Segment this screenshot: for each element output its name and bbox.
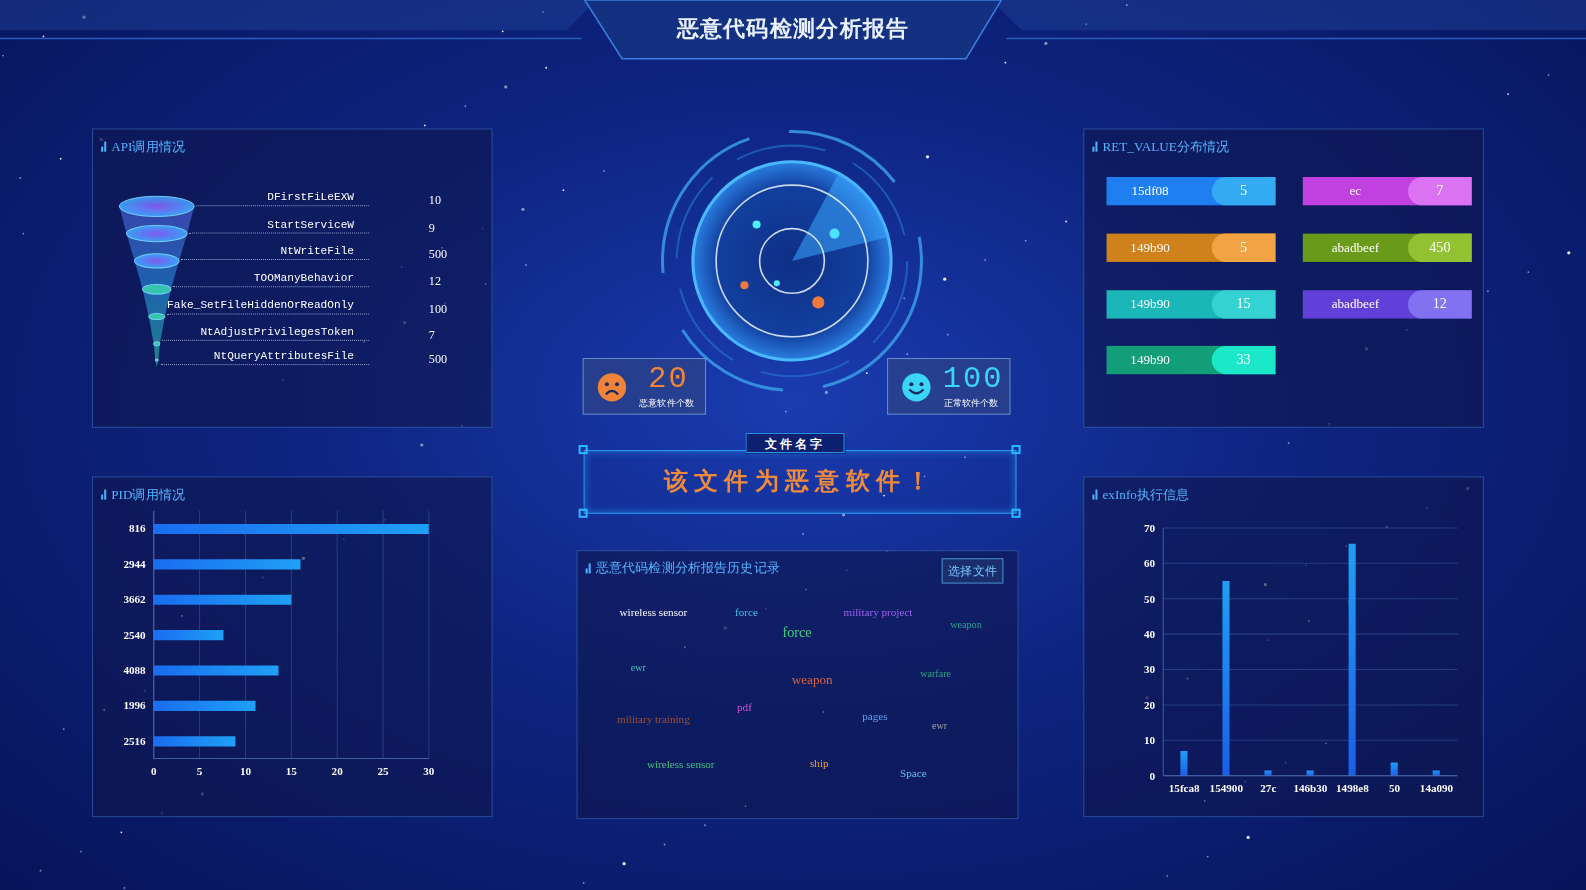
html-text:20: 20 xyxy=(648,362,689,397)
svg-text:20: 20 xyxy=(332,765,344,777)
svg-text:1498e8: 1498e8 xyxy=(1336,782,1369,794)
svg-text:816: 816 xyxy=(129,522,146,534)
svg-text:146b30: 146b30 xyxy=(1293,782,1327,794)
html-text:500: 500 xyxy=(428,246,448,261)
html-text:选择文件: 选择文件 xyxy=(948,564,997,579)
svg-text:50: 50 xyxy=(1389,782,1401,794)
html-text:pdf: pdf xyxy=(737,700,752,713)
html-text:15: 15 xyxy=(1236,296,1251,312)
html-text:5: 5 xyxy=(1240,183,1248,199)
html-text:TOOManyBehavior: TOOManyBehavior xyxy=(253,272,354,285)
html-text:military project: military project xyxy=(843,605,913,618)
html-text:ship: ship xyxy=(810,756,829,769)
html-text:500: 500 xyxy=(428,352,448,367)
html-text:API调用情况: API调用情况 xyxy=(111,138,186,154)
html-text:force: force xyxy=(735,605,758,618)
svg-text:30: 30 xyxy=(1144,663,1156,675)
html-text:9: 9 xyxy=(428,220,435,235)
html-text:pages: pages xyxy=(862,710,888,723)
html-text:正常软件个数: 正常软件个数 xyxy=(943,397,999,408)
svg-text:0: 0 xyxy=(151,765,157,777)
svg-text:2540: 2540 xyxy=(123,629,146,641)
svg-text:3662: 3662 xyxy=(123,593,146,605)
html-text:149b90: 149b90 xyxy=(1130,239,1170,255)
html-text:100: 100 xyxy=(942,362,1004,397)
html-text:5: 5 xyxy=(1240,239,1248,255)
svg-text:40: 40 xyxy=(1144,628,1156,640)
svg-text:15: 15 xyxy=(286,765,298,777)
svg-text:2944: 2944 xyxy=(123,558,146,570)
html-text:PID调用情况: PID调用情况 xyxy=(111,486,186,502)
html-text:33: 33 xyxy=(1236,352,1251,368)
svg-text:2516: 2516 xyxy=(123,735,146,747)
svg-text:4088: 4088 xyxy=(123,664,146,676)
html-text:StartServiceW: StartServiceW xyxy=(267,218,354,231)
html-text:100: 100 xyxy=(428,301,448,316)
svg-text:0: 0 xyxy=(1150,770,1156,782)
html-text:Fake_SetFileHiddenOrReadOnly: Fake_SetFileHiddenOrReadOnly xyxy=(167,299,354,312)
html-text:NtQueryAttributesFile: NtQueryAttributesFile xyxy=(213,349,354,363)
svg-text:20: 20 xyxy=(1144,699,1156,711)
svg-text:10: 10 xyxy=(1144,734,1156,746)
html-text:10: 10 xyxy=(428,193,441,208)
html-text:450: 450 xyxy=(1429,239,1451,255)
html-text:该文件为恶意软件！: 该文件为恶意软件！ xyxy=(663,468,937,495)
html-text:12: 12 xyxy=(1432,296,1447,312)
svg-text:10: 10 xyxy=(240,765,252,777)
html-text:abadbeef: abadbeef xyxy=(1331,296,1380,312)
svg-text:30: 30 xyxy=(423,765,435,777)
html-text:15df08: 15df08 xyxy=(1131,183,1169,199)
svg-text:27c: 27c xyxy=(1260,782,1276,794)
html-text:DFirstFiLeEXW: DFirstFiLeEXW xyxy=(267,191,354,204)
html-text:ewr: ewr xyxy=(630,661,646,674)
svg-text:1996: 1996 xyxy=(123,699,146,711)
html-text:abadbeef: abadbeef xyxy=(1331,239,1380,255)
html-text:force: force xyxy=(782,625,812,641)
html-text:military training: military training xyxy=(617,713,690,726)
html-text:warfare: warfare xyxy=(920,668,952,680)
html-text:7: 7 xyxy=(428,327,435,342)
html-text:weapon: weapon xyxy=(950,618,982,630)
html-text:wireless sensor: wireless sensor xyxy=(619,605,688,618)
html-text:恶意代码检测分析报告: 恶意代码检测分析报告 xyxy=(676,16,910,42)
html-text:ec: ec xyxy=(1349,183,1362,199)
svg-text:50: 50 xyxy=(1144,593,1156,605)
html-text:RET_VALUE分布情况: RET_VALUE分布情况 xyxy=(1102,138,1230,154)
html-text:wireless sensor: wireless sensor xyxy=(646,757,715,770)
html-text:149b90: 149b90 xyxy=(1130,352,1170,368)
svg-text:5: 5 xyxy=(197,765,203,777)
svg-text:25: 25 xyxy=(377,765,389,777)
html-text:恶意软件个数: 恶意软件个数 xyxy=(639,397,694,408)
svg-text:15fca8: 15fca8 xyxy=(1169,782,1200,794)
html-text:文件名字: 文件名字 xyxy=(764,436,826,452)
html-text:NtWriteFile: NtWriteFile xyxy=(280,244,354,257)
svg-text:70: 70 xyxy=(1144,522,1156,534)
html-text:weapon: weapon xyxy=(791,671,833,687)
svg-text:60: 60 xyxy=(1144,557,1156,569)
html-text:149b90: 149b90 xyxy=(1130,296,1170,312)
html-text:ewr: ewr xyxy=(932,719,948,731)
svg-text:154900: 154900 xyxy=(1210,782,1244,794)
html-text:7: 7 xyxy=(1436,183,1444,199)
html-text:12: 12 xyxy=(428,274,441,289)
html-text:NtAdjustPrivilegesToken: NtAdjustPrivilegesToken xyxy=(200,325,354,338)
html-text:Space: Space xyxy=(900,766,927,779)
html-text:恶意代码检测分析报告历史记录: 恶意代码检测分析报告历史记录 xyxy=(595,560,780,576)
svg-text:14a090: 14a090 xyxy=(1420,782,1454,794)
html-text:exInfo执行信息: exInfo执行信息 xyxy=(1102,486,1190,502)
